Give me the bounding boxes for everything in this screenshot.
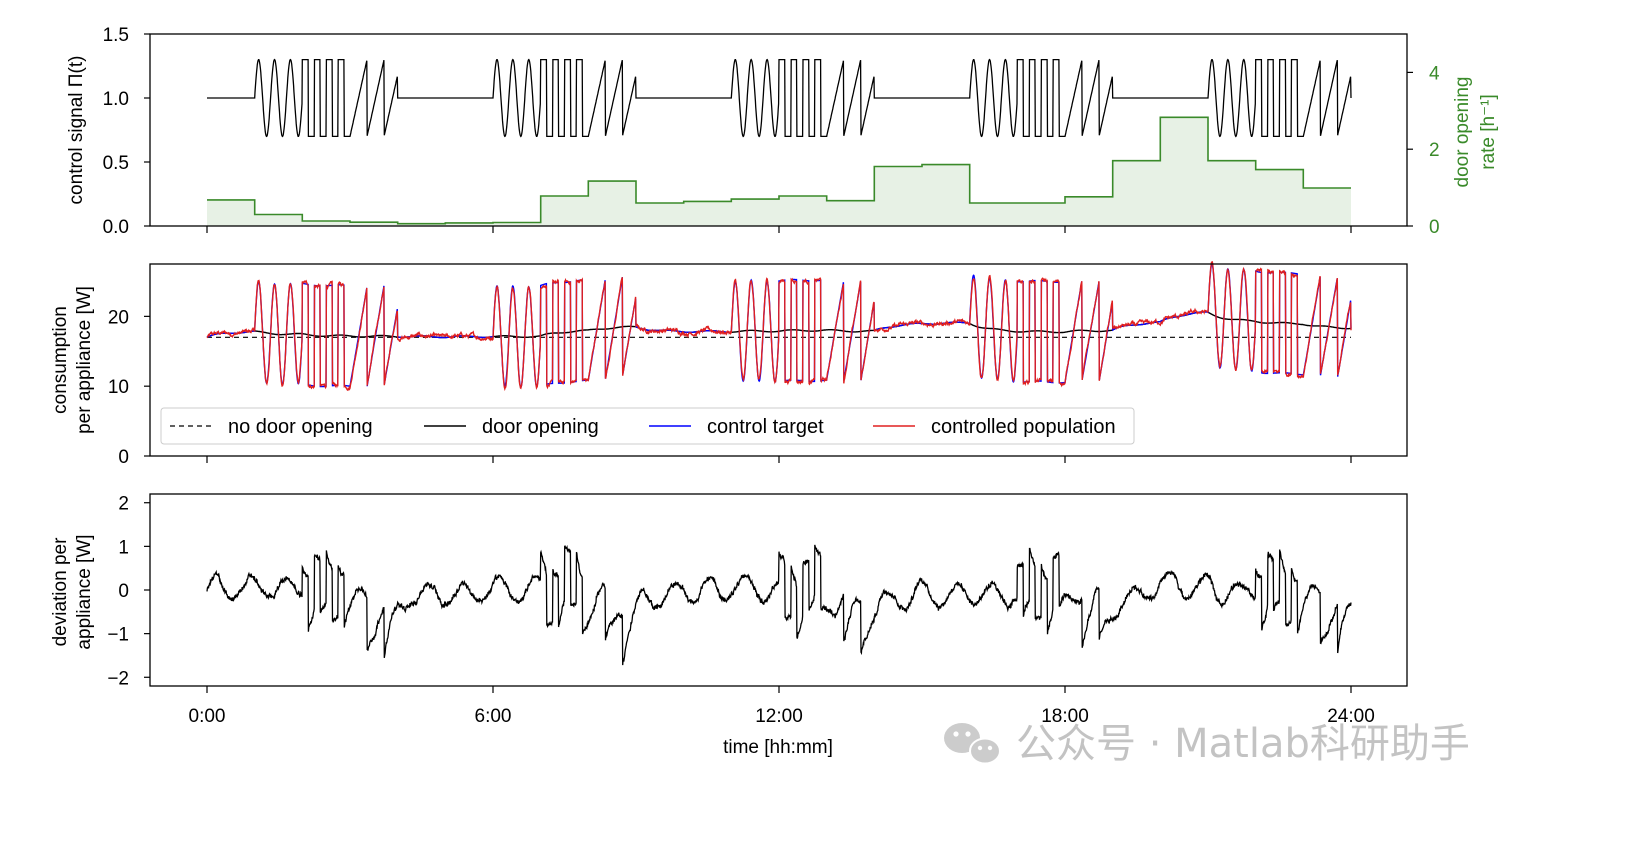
x-tick-label: 12:00 <box>755 706 803 727</box>
consumption-panel: 0 10 20 consumption per appliance [W] no d… <box>50 260 1408 468</box>
deviation-ylabel-1: deviation per <box>50 537 71 646</box>
control-signal-ylabel: control signal Π(t) <box>66 56 87 205</box>
legend-label-population: controlled population <box>931 416 1116 438</box>
consumption-ylabel-1: consumption <box>50 306 71 414</box>
control-ytick-label: 1.0 <box>103 89 129 110</box>
watermark: 公众号 · Matlab科研助手 <box>944 721 1470 767</box>
consumption-ytick-label: 0 <box>118 447 129 468</box>
control-ytick-label: 0.5 <box>103 153 129 174</box>
control-ytick-label: 0.0 <box>103 217 129 238</box>
legend-label-no-door: no door opening <box>228 416 373 438</box>
legend-label-door: door opening <box>482 416 599 438</box>
deviation-ytick-label: 2 <box>118 494 129 515</box>
controlled-population-line <box>206 260 1352 392</box>
legend-box <box>160 407 1135 445</box>
door-rate-ylabel-1: door opening <box>1452 77 1473 188</box>
deviation-ytick-label: −2 <box>107 668 129 689</box>
door-rate-ytick-label: 4 <box>1429 63 1440 84</box>
consumption-ytick-label: 10 <box>108 377 129 398</box>
legend: no door opening door opening control tar… <box>160 407 1135 445</box>
deviation-ylabel-2: appliance [W] <box>74 534 95 649</box>
door-opening-rate-line <box>207 116 1351 225</box>
deviation-panel: −2 −1 0 1 2 0:00 6:00 12:00 18:00 24:00 deviatio… <box>50 493 1408 758</box>
consumption-ytick-label: 20 <box>108 307 129 328</box>
control-panel: 0.0 0.5 1.0 1.5 0 2 4 control signal Π(t) doo… <box>66 25 1499 238</box>
deviation-ytick-label: −1 <box>107 625 129 646</box>
wechat-icon <box>944 723 1001 765</box>
door-rate-ytick-label: 0 <box>1429 217 1440 238</box>
x-tick-label: 18:00 <box>1041 706 1089 727</box>
legend-label-target: control target <box>707 416 824 438</box>
deviation-ytick-label: 0 <box>118 581 129 602</box>
control-ytick-label: 1.5 <box>103 25 129 46</box>
x-tick-label: 6:00 <box>475 706 512 727</box>
watermark-text: 公众号 · Matlab科研助手 <box>1016 721 1470 767</box>
deviation-ytick-label: 1 <box>118 537 129 558</box>
door-rate-ylabel-2: rate [h⁻¹] <box>1478 94 1499 170</box>
control-signal-line <box>207 58 1352 138</box>
consumption-ylabel-2: per appliance [W] <box>74 286 95 434</box>
deviation-line <box>206 544 1352 666</box>
x-tick-label: 24:00 <box>1327 706 1375 727</box>
door-rate-ytick-label: 2 <box>1429 140 1440 161</box>
x-axis-label: time [hh:mm] <box>723 737 833 758</box>
x-tick-label: 0:00 <box>189 706 226 727</box>
